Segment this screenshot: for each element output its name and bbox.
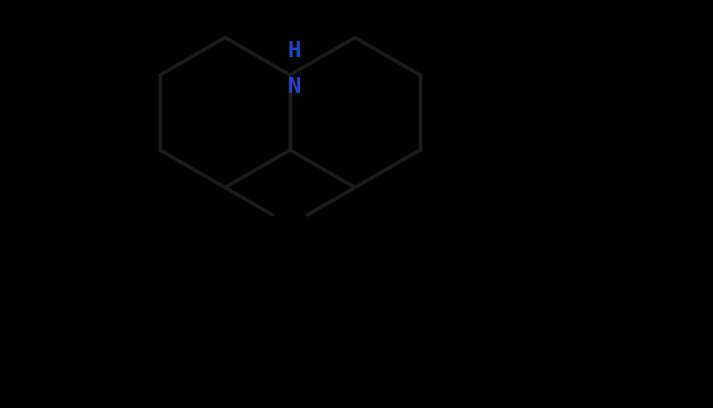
Text: N: N [287, 77, 301, 97]
Text: H: H [287, 41, 301, 61]
